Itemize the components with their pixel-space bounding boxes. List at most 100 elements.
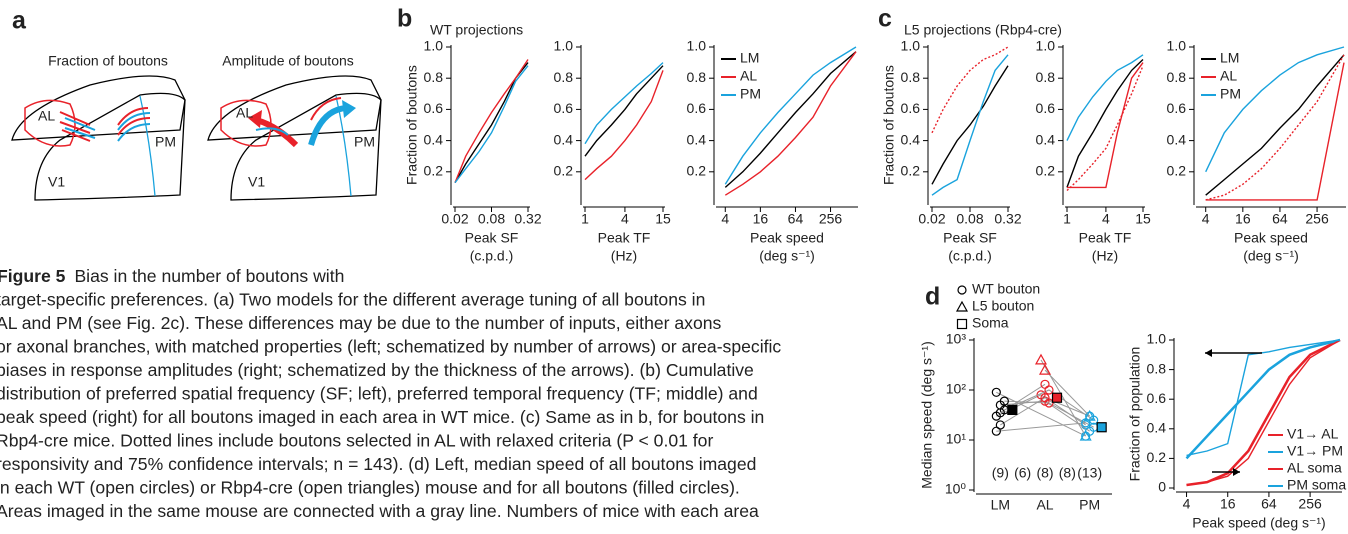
x-tick-label: PM	[1079, 497, 1100, 513]
arrow	[308, 105, 347, 146]
point	[956, 318, 968, 330]
x-tick-label: 16	[753, 211, 769, 227]
cdf-line	[1186, 339, 1341, 486]
x-axis-label: Peak SF	[943, 230, 997, 246]
y-axis-label: Median speed (deg s⁻¹)	[919, 341, 935, 488]
y-tick-label: 1.0	[901, 38, 921, 54]
y-tick-label: 0.4	[1167, 131, 1187, 147]
x-axis-label: Peak SF	[465, 230, 519, 246]
arrow	[310, 97, 342, 121]
cdf-line	[1205, 46, 1345, 173]
diagram-title: Fraction of boutons	[48, 53, 168, 69]
legend-label: PM	[1220, 86, 1241, 102]
point	[1034, 353, 1048, 365]
y-tick-label: 0.4	[1147, 420, 1167, 436]
legend-label: Soma	[972, 315, 1009, 331]
legend-label: AL	[1220, 68, 1237, 84]
point	[999, 396, 1009, 406]
point	[991, 426, 1001, 436]
y-tick-label: 1.0	[554, 38, 574, 54]
x-axis-label: Peak TF	[1079, 230, 1132, 246]
y-tick-label: 0.8	[901, 69, 921, 85]
x-tick-label: 15	[1135, 211, 1151, 227]
caption-line: responsivity and 75% confidence interval…	[0, 454, 756, 474]
caption-title-text: Bias in the number of boutons with	[74, 266, 344, 286]
y-tick-label: 0.8	[1147, 360, 1167, 376]
cdf-line	[931, 54, 1009, 196]
legend-label: WT bouton	[972, 281, 1040, 297]
x-tick-label: 256	[1298, 496, 1322, 512]
y-axis-label: Fraction of population	[1127, 347, 1143, 482]
caption-title: Figure 5 Bias in the number of boutons wi…	[0, 266, 344, 286]
cdf-line	[724, 51, 857, 196]
cdf-line	[1067, 62, 1144, 189]
cdf-line	[1185, 338, 1341, 460]
x-tick-label: 0.02	[918, 211, 945, 227]
y-tick-label: 0.2	[687, 163, 707, 179]
panel-label: b	[397, 5, 412, 33]
diagram-right: AL PM V1	[207, 75, 382, 201]
y-tick-label: 10²	[946, 381, 967, 397]
n-label: (6)	[1014, 465, 1031, 481]
n-label: (13)	[1077, 465, 1102, 481]
x-tick-label: 0.32	[994, 211, 1021, 227]
legend-label: LM	[740, 50, 759, 66]
x-axis-units: (c.p.d.)	[948, 248, 992, 264]
x-tick-label: 256	[1305, 211, 1329, 227]
area-label: V1	[248, 174, 265, 190]
legend-label: PM soma	[1287, 477, 1346, 493]
diagram-left: AL PM V1	[11, 75, 186, 201]
mouse-line	[1000, 397, 1090, 426]
x-tick-label: 1	[581, 211, 589, 227]
x-tick-label: 4	[721, 211, 729, 227]
x-axis-label: Peak TF	[598, 230, 651, 246]
x-tick-label: 0.08	[956, 211, 983, 227]
x-tick-label: 1	[1063, 211, 1071, 227]
x-tick-label: 15	[655, 211, 671, 227]
diagram-title: Amplitude of boutons	[222, 53, 354, 69]
y-tick-label: 0.2	[1036, 163, 1056, 179]
caption-line: or axonal branches, with matched propert…	[0, 337, 781, 357]
legend-label: V1→ PM	[1287, 443, 1343, 459]
y-tick-label: 0.4	[424, 131, 444, 147]
cdf-line	[584, 62, 664, 145]
cdf-line	[584, 65, 664, 157]
area-label: V1	[48, 174, 65, 190]
y-tick-label: 0.2	[901, 163, 921, 179]
y-tick-label: 1.0	[687, 38, 707, 54]
point	[1040, 379, 1050, 389]
arrowhead	[1233, 468, 1240, 476]
y-tick-label: 0.6	[1147, 390, 1167, 406]
y-tick-label: 0.6	[1167, 100, 1187, 116]
y-tick-label: 0.6	[901, 100, 921, 116]
x-tick-label: 256	[819, 211, 843, 227]
y-tick-label: 0.4	[901, 131, 921, 147]
n-label: (9)	[992, 465, 1009, 481]
panel-header: L5 projections (Rbp4-cre)	[904, 22, 1062, 38]
arrowhead	[1205, 349, 1212, 357]
legend-label: V1→ AL	[1287, 426, 1339, 442]
caption-line: Areas imaged in the same mouse are conne…	[0, 501, 759, 521]
y-tick-label: 0.6	[1036, 100, 1056, 116]
cdf-line	[724, 46, 857, 185]
caption: target-specific preferences. (a) Two mod…	[0, 290, 781, 522]
x-tick-label: 64	[1272, 211, 1288, 227]
x-axis-label: Peak speed	[750, 230, 824, 246]
y-tick-label: 0.8	[1036, 69, 1056, 85]
point	[1051, 392, 1063, 403]
y-tick-label: 0.2	[1147, 449, 1167, 465]
caption-line: distribution of preferred spatial freque…	[0, 384, 758, 404]
panel-header: WT projections	[430, 22, 523, 38]
arrow	[255, 117, 299, 148]
cdf-line	[584, 70, 664, 181]
n-label: (8)	[1036, 465, 1053, 481]
arrows	[117, 112, 151, 142]
point	[1096, 422, 1107, 433]
cdf-line	[1066, 58, 1144, 188]
x-axis-label: Peak speed	[1234, 230, 1308, 246]
area-outline	[230, 92, 382, 201]
y-tick-label: 0.6	[424, 100, 444, 116]
arrow	[255, 127, 289, 136]
y-tick-label: 0.2	[1167, 163, 1187, 179]
y-tick-label: 1.0	[1036, 38, 1056, 54]
